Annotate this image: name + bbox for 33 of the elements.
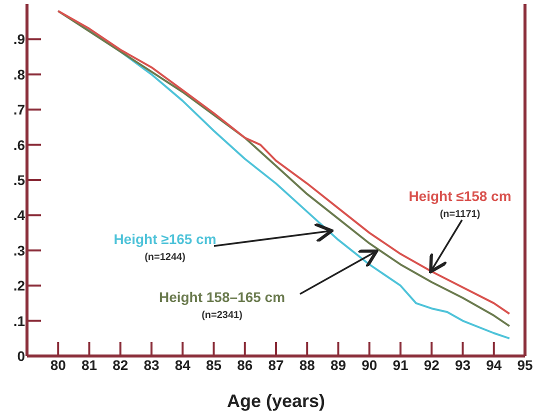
x-tick-label: 89 [330,356,346,373]
x-tick-label: 81 [81,356,98,373]
x-tick-label: 84 [174,356,191,373]
x-tick-label: 82 [112,356,128,373]
annotation: (n=1171) [440,209,480,220]
y-tick-label: .5 [13,172,26,188]
text: Height ≥165 cm [114,231,216,247]
y-tick-label: .1 [13,312,26,329]
annotation: (n=1244) [144,252,186,263]
x-tick-label: 95 [517,356,533,373]
text: Height ≤158 cm [408,188,512,204]
x-tick-label: 92 [424,356,440,373]
y-tick-label: .7 [13,102,26,118]
x-tick-label: 87 [268,356,284,373]
y-tick-label: .3 [13,242,26,258]
y-tick-label: .2 [13,278,26,294]
x-tick-label: 80 [50,356,66,373]
x-tick-label: 91 [392,356,408,373]
y-tick-label: .8 [13,66,26,82]
annotation: (n=2341) [202,310,242,321]
x-tick-label: 94 [486,356,502,373]
x-axis-title: Age (years) [226,391,326,411]
x-tick-label: 88 [299,356,316,373]
x-tick-label: 90 [362,356,378,373]
text: Height 158–165 cm [158,289,286,305]
y-tick-label: 0 [17,348,26,364]
x-tick-label: 85 [206,356,222,373]
y-tick-label: .4 [13,207,26,224]
x-tick-label: 93 [454,356,471,373]
y-tick-label: .6 [13,136,26,153]
x-tick-label: 86 [237,356,253,373]
y-tick-label: .9 [13,31,26,48]
x-tick-label: 83 [144,356,160,373]
